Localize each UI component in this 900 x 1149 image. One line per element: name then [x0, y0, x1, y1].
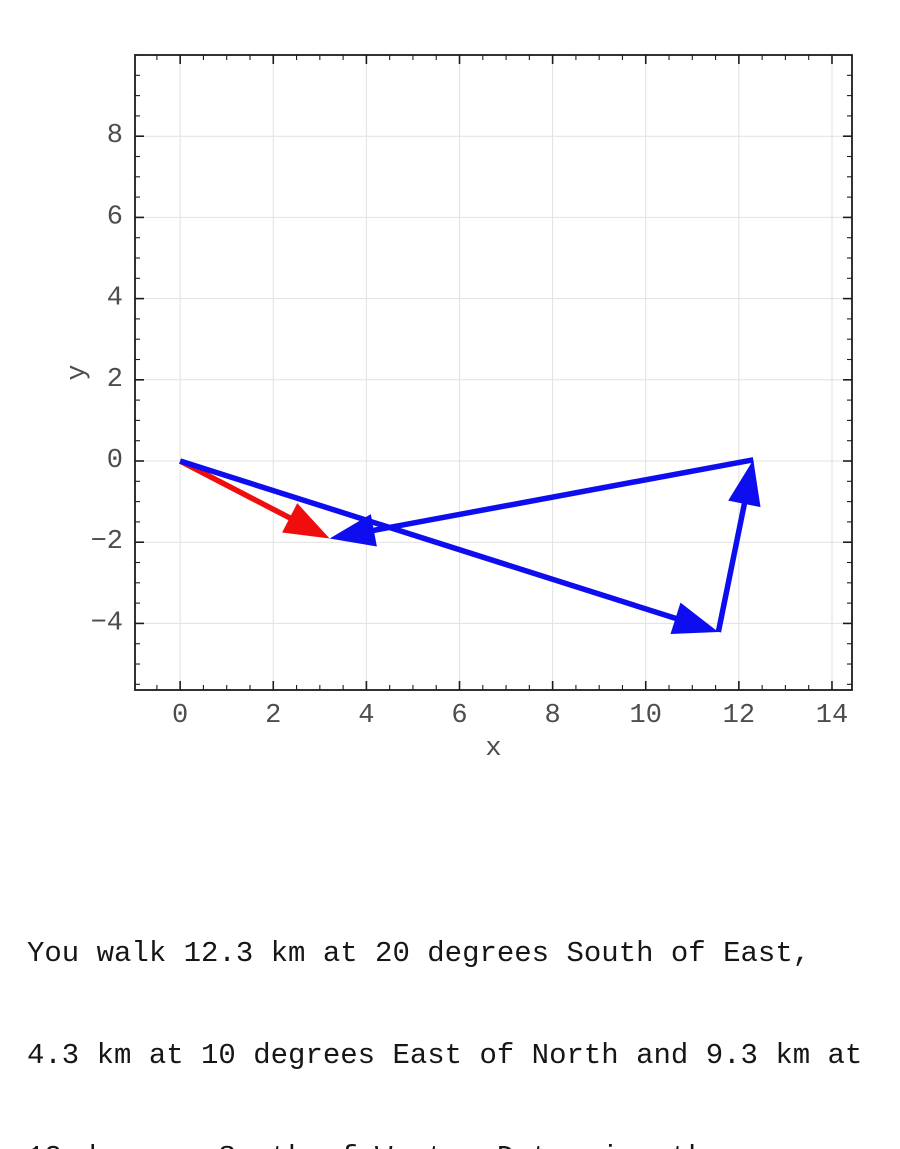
x-tick-label: 2 [265, 701, 281, 731]
vector-shaft-leg-3 [367, 457, 754, 535]
y-tick-label: 0 [107, 446, 123, 476]
vector-shaft-resultant [178, 458, 297, 524]
y-tick-label: −4 [91, 608, 123, 638]
y-tick-label: 4 [107, 284, 123, 314]
x-tick-label: 8 [545, 701, 561, 731]
vector-arrowhead-leg-3 [329, 514, 377, 547]
y-tick-label: −2 [91, 527, 123, 557]
x-tick-label: 6 [451, 701, 467, 731]
question-line: You walk 12.3 km at 20 degrees South of … [27, 937, 811, 970]
vector-shaft-leg-1 [179, 458, 683, 623]
vector-figure: 0 2 4 6 8 10 12 14 −4 −2 0 2 4 6 8 x y [63, 54, 853, 764]
x-tick-label: 14 [816, 701, 848, 731]
x-tick-label: 12 [723, 701, 755, 731]
vector-arrowhead-leg-1 [670, 602, 719, 635]
x-tick-label: 4 [358, 701, 374, 731]
plot-border [134, 54, 853, 691]
vector-plot-svg: 0 2 4 6 8 10 12 14 −4 −2 0 2 4 6 8 x y [63, 54, 853, 764]
x-tick-label: 0 [172, 701, 188, 731]
y-tick-label: 2 [107, 365, 123, 395]
question-line: 4.3 km at 10 degrees East of North and 9… [27, 1039, 863, 1072]
vector-shaft-leg-2 [715, 497, 749, 633]
question-line: 12 degrees South of West. Determine the [27, 1141, 887, 1149]
y-axis-label: y [63, 364, 93, 380]
vector-arrowhead-leg-2 [728, 459, 761, 508]
y-tick-label: 6 [107, 202, 123, 232]
y-tick-label: 8 [107, 121, 123, 151]
x-axis-label: x [485, 734, 501, 764]
question-text: You walk 12.3 km at 20 degrees South of … [27, 869, 887, 1149]
x-tick-label: 10 [630, 701, 662, 731]
vector-arrowhead-resultant [282, 503, 330, 539]
